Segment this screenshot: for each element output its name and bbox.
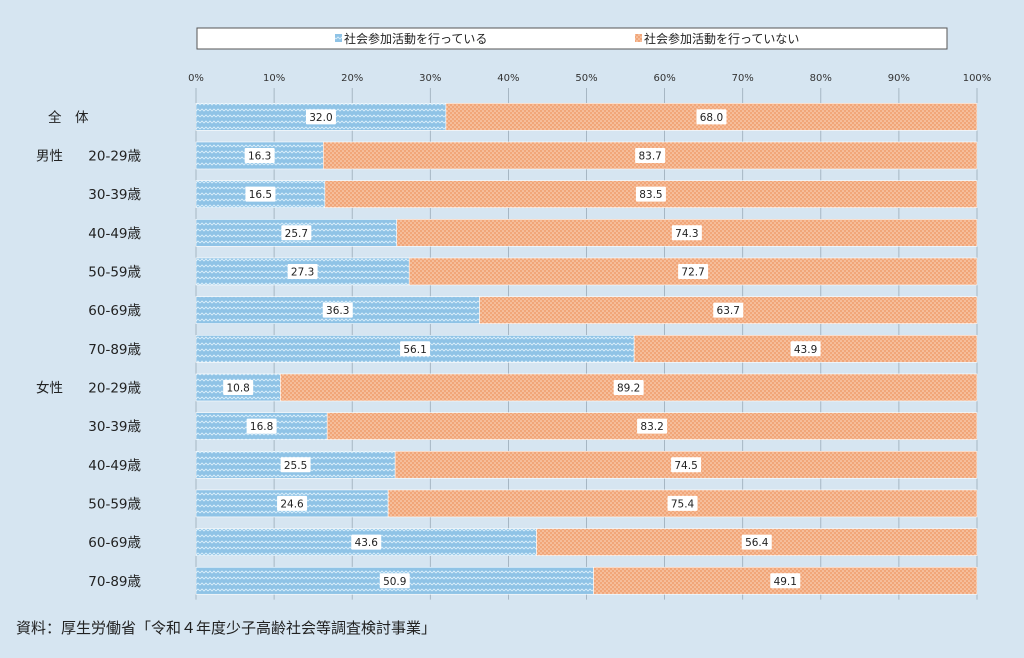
legend-label-1: 社会参加活動を行っている: [344, 31, 487, 46]
data-label-box: [667, 495, 698, 511]
data-label-box: [637, 418, 668, 434]
source-note: 資料：厚生労働省「令和４年度少子高齢社会等調査検討事業」: [16, 619, 437, 637]
data-label: 63.7: [717, 305, 740, 317]
x-tick-label: 40%: [497, 73, 519, 84]
data-label: 83.2: [640, 421, 663, 433]
data-label-box: [244, 147, 275, 163]
x-tick-label: 30%: [419, 73, 441, 84]
data-label-box: [281, 225, 312, 241]
data-label-box: [246, 418, 277, 434]
data-label-box: [351, 534, 382, 550]
data-label: 50.9: [383, 576, 406, 588]
data-label-box: [280, 457, 311, 473]
data-label-box: [245, 186, 276, 202]
category-label: 60-69歳: [88, 535, 141, 551]
data-label-box: [696, 109, 727, 125]
stacked-bar-chart: 社会参加活動を行っている 社会参加活動を行っていない 0% 10% 20% 30% 40%…: [36, 27, 992, 600]
legend-box: [196, 27, 948, 50]
category-label: 70-89歳: [88, 574, 141, 590]
data-label-box: [770, 573, 801, 589]
x-tick-label: 0%: [188, 73, 204, 84]
x-tick-label: 90%: [888, 73, 910, 84]
category-label: 20-29歳: [88, 148, 141, 164]
legend-swatch-1: [335, 34, 342, 42]
data-label-box: [713, 302, 744, 318]
group-label: 全 体: [48, 109, 89, 126]
data-label: 83.7: [638, 150, 661, 162]
data-label-box: [277, 495, 308, 511]
data-label-box: [400, 341, 431, 357]
category-label: 40-49歳: [88, 458, 141, 474]
category-label: 50-59歳: [88, 264, 141, 280]
data-label: 32.0: [309, 112, 332, 124]
x-tick-label: 50%: [575, 73, 597, 84]
x-tick-label: 10%: [263, 73, 285, 84]
data-label: 68.0: [700, 112, 723, 124]
data-label: 16.8: [250, 421, 273, 433]
x-tick-label: 80%: [810, 73, 832, 84]
data-label-box: [322, 302, 353, 318]
data-label-box: [223, 379, 254, 395]
data-label-box: [678, 263, 709, 279]
data-label: 16.5: [249, 189, 272, 201]
data-label: 27.3: [291, 266, 314, 278]
x-tick-label: 70%: [732, 73, 754, 84]
x-tick-label: 60%: [653, 73, 675, 84]
group-label: 女性: [36, 379, 63, 396]
category-label: 20-29歳: [88, 380, 141, 396]
group-label: 男性: [36, 148, 63, 164]
legend-label-2: 社会参加活動を行っていない: [644, 31, 799, 46]
data-label-box: [790, 341, 821, 357]
x-tick-label: 100%: [963, 73, 992, 84]
data-label: 10.8: [226, 382, 249, 394]
data-label: 89.2: [617, 382, 640, 394]
data-label-box: [671, 457, 702, 473]
bar-segment-1: [195, 528, 537, 556]
data-label-box: [287, 263, 318, 279]
data-label: 75.4: [671, 498, 695, 510]
data-label-box: [635, 147, 666, 163]
data-label: 56.1: [403, 344, 426, 356]
bar-segment-1: [195, 219, 398, 247]
data-label: 25.7: [285, 228, 308, 240]
data-label-box: [671, 225, 702, 241]
data-label: 56.4: [745, 537, 769, 549]
legend-swatch-2: [635, 34, 642, 42]
data-label: 43.6: [355, 537, 379, 549]
data-label: 16.3: [248, 150, 271, 162]
category-label: 30-39歳: [88, 419, 141, 435]
data-label-box: [635, 186, 666, 202]
data-label-box: [741, 534, 772, 550]
category-label: 30-39歳: [88, 187, 141, 203]
data-label: 43.9: [794, 344, 817, 356]
category-label: 50-59歳: [88, 496, 141, 512]
category-label: 60-69歳: [88, 303, 141, 319]
data-label: 74.5: [674, 460, 697, 472]
data-label: 36.3: [326, 305, 349, 317]
data-label: 74.3: [675, 228, 698, 240]
data-label-box: [379, 573, 410, 589]
category-label: 40-49歳: [88, 226, 141, 242]
x-tick-label: 20%: [341, 73, 363, 84]
category-label: 70-89歳: [88, 342, 141, 358]
data-label: 83.5: [639, 189, 662, 201]
data-label: 49.1: [774, 576, 797, 588]
data-label: 24.6: [280, 498, 304, 510]
bar-segment-2: [324, 180, 978, 208]
data-label-box: [305, 109, 336, 125]
data-label: 25.5: [284, 460, 307, 472]
data-label-box: [613, 379, 644, 395]
data-label: 72.7: [681, 266, 704, 278]
bar-segment-2: [593, 566, 978, 595]
